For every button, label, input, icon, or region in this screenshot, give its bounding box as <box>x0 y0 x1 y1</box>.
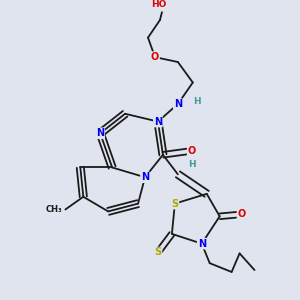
Text: N: N <box>96 128 104 138</box>
Text: N: N <box>174 99 182 109</box>
Text: O: O <box>237 209 246 219</box>
Text: O: O <box>151 52 159 62</box>
Text: S: S <box>171 199 178 208</box>
Text: N: N <box>198 238 206 249</box>
Text: O: O <box>188 146 196 156</box>
Text: N: N <box>154 117 162 127</box>
Text: N: N <box>141 172 149 182</box>
Text: H: H <box>188 160 196 169</box>
Text: HO: HO <box>151 0 166 9</box>
Text: S: S <box>154 248 161 257</box>
Text: CH₃: CH₃ <box>46 205 62 214</box>
Text: H: H <box>193 97 201 106</box>
